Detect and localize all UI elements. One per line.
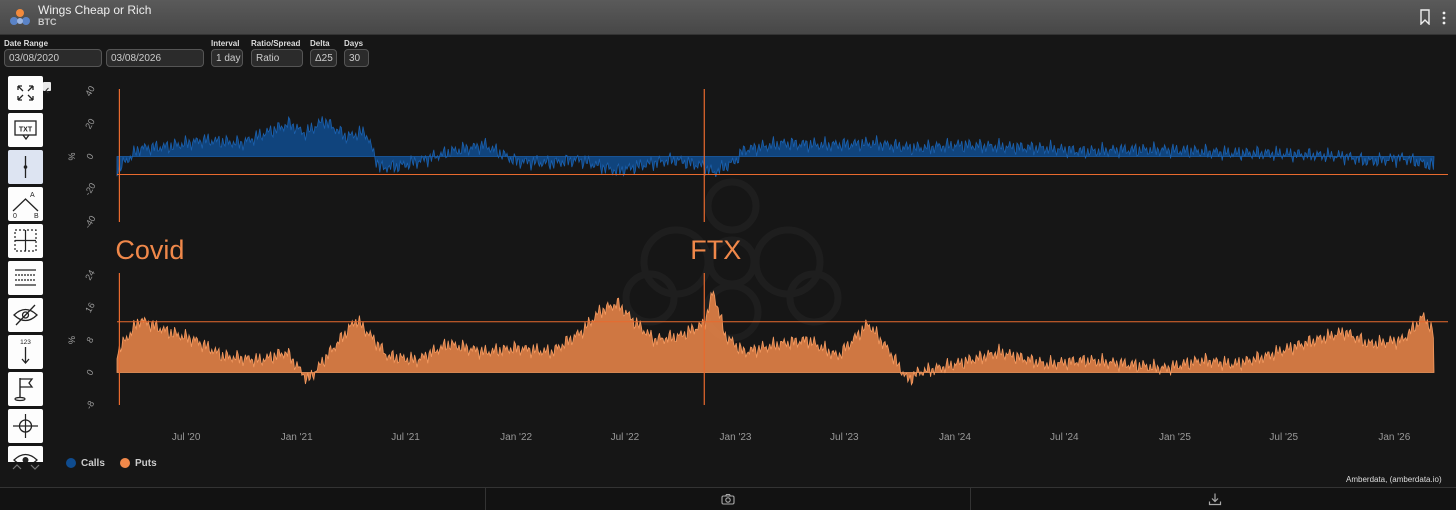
angle-measure-tool[interactable]: A 0 B bbox=[8, 187, 43, 221]
table-lines-icon bbox=[15, 269, 36, 286]
footer-divider bbox=[485, 488, 486, 510]
calls-area-series bbox=[116, 115, 1435, 177]
puts-y-axis-label: % bbox=[67, 336, 77, 344]
text-annotation-icon: TXT bbox=[14, 120, 37, 141]
calls-y-tick-label: -20 bbox=[82, 181, 97, 197]
puts-area-series bbox=[116, 290, 1435, 386]
x-tick-label: Jan '24 bbox=[939, 432, 971, 443]
footer-divider bbox=[970, 488, 971, 510]
fullscreen-tool[interactable] bbox=[8, 76, 43, 110]
days-label: Days bbox=[344, 39, 364, 48]
flag-icon bbox=[14, 378, 34, 402]
collapse-toolbar-button[interactable] bbox=[43, 82, 51, 94]
ratio-spread-select[interactable]: Ratio bbox=[251, 49, 303, 67]
puts-y-tick-label: -8 bbox=[84, 399, 97, 411]
x-tick-label: Jul '22 bbox=[611, 432, 640, 443]
x-tick-label: Jul '20 bbox=[172, 432, 201, 443]
puts-legend-label[interactable]: Puts bbox=[135, 458, 157, 469]
days-select[interactable]: 30 bbox=[344, 49, 369, 67]
puts-y-tick-label: 0 bbox=[84, 368, 95, 377]
x-tick-label: Jan '25 bbox=[1159, 432, 1191, 443]
number-arrow-icon: 123 bbox=[20, 339, 31, 364]
ratio-spread-label: Ratio/Spread bbox=[251, 39, 301, 48]
eye-icon bbox=[13, 453, 38, 462]
calls-y-tick-label: 40 bbox=[83, 84, 97, 98]
more-menu-icon[interactable] bbox=[1442, 10, 1446, 26]
fullscreen-icon bbox=[17, 85, 34, 101]
crosshair-grid-icon bbox=[14, 229, 37, 252]
x-tick-label: Jul '23 bbox=[830, 432, 859, 443]
x-tick-label: Jan '23 bbox=[720, 432, 752, 443]
calls-y-tick-label: -40 bbox=[82, 214, 97, 230]
angle-measure-icon: A 0 B bbox=[12, 192, 39, 220]
delta-label: Delta bbox=[310, 39, 330, 48]
vertical-line-tool[interactable] bbox=[8, 150, 43, 184]
x-tick-label: Jul '25 bbox=[1269, 432, 1298, 443]
x-tick-label: Jan '21 bbox=[281, 432, 313, 443]
move-crosshair-tool[interactable] bbox=[8, 409, 43, 443]
eye-tool[interactable] bbox=[8, 446, 43, 462]
data-source-credit: Amberdata, (amberdata.io) bbox=[1346, 475, 1442, 484]
text-annotation-tool[interactable]: TXT bbox=[8, 113, 43, 147]
table-lines-tool[interactable] bbox=[8, 261, 43, 295]
move-crosshair-icon bbox=[13, 414, 38, 438]
calls-y-tick-label: 20 bbox=[83, 117, 97, 131]
calls-y-axis-label: % bbox=[67, 152, 77, 160]
footer-bar bbox=[0, 487, 1456, 510]
flag-tool[interactable] bbox=[8, 372, 43, 406]
camera-icon[interactable] bbox=[721, 492, 735, 506]
scroll-down-icon bbox=[30, 464, 40, 470]
bookmark-icon[interactable] bbox=[1419, 9, 1431, 25]
calls-panel: % 40 20 0 -20 -40 bbox=[67, 84, 1448, 230]
svg-text:B: B bbox=[34, 213, 39, 220]
x-axis: Jul '20 Jan '21 Jul '21 Jan '22 Jul '22 Jan '… bbox=[172, 432, 1411, 443]
hide-drawings-tool[interactable] bbox=[8, 298, 43, 332]
event-annotations: Covid FTX bbox=[115, 89, 741, 405]
annotation-label: Covid bbox=[115, 235, 184, 265]
calls-y-tick-label: 0 bbox=[84, 152, 95, 161]
svg-text:0: 0 bbox=[13, 213, 17, 220]
title-bar: Wings Cheap or Rich BTC bbox=[0, 0, 1456, 35]
interval-label: Interval bbox=[211, 39, 240, 48]
amberdata-logo-icon bbox=[10, 9, 30, 25]
x-tick-label: Jul '21 bbox=[391, 432, 420, 443]
chevron-left-icon bbox=[45, 87, 49, 94]
calls-legend-label[interactable]: Calls bbox=[81, 458, 105, 469]
drawing-toolbar: TXT A 0 B 123 bbox=[8, 76, 43, 462]
svg-text:123: 123 bbox=[20, 339, 31, 346]
annotation-label: FTX bbox=[690, 235, 741, 265]
hide-eye-icon bbox=[13, 304, 38, 326]
window-title: Wings Cheap or Rich bbox=[38, 3, 152, 17]
delta-select[interactable]: Δ25 bbox=[310, 49, 337, 67]
interval-select[interactable]: 1 day bbox=[211, 49, 243, 67]
number-arrow-tool[interactable]: 123 bbox=[8, 335, 43, 369]
x-tick-label: Jan '22 bbox=[500, 432, 532, 443]
calls-legend-marker[interactable] bbox=[66, 458, 76, 468]
x-tick-label: Jul '24 bbox=[1050, 432, 1079, 443]
crosshair-grid-tool[interactable] bbox=[8, 224, 43, 258]
svg-text:A: A bbox=[30, 192, 35, 199]
end-date-input[interactable]: 03/08/2026 bbox=[106, 49, 204, 67]
svg-text:TXT: TXT bbox=[19, 127, 33, 134]
start-date-input[interactable]: 03/08/2020 bbox=[4, 49, 102, 67]
date-range-label: Date Range bbox=[4, 39, 49, 48]
asset-subtitle: BTC bbox=[38, 17, 57, 27]
vertical-line-icon bbox=[23, 156, 28, 178]
puts-y-tick-label: 8 bbox=[84, 335, 95, 344]
puts-y-tick-label: 24 bbox=[83, 268, 97, 282]
x-tick-label: Jan '26 bbox=[1378, 432, 1410, 443]
puts-y-tick-label: 16 bbox=[83, 301, 97, 315]
download-icon[interactable] bbox=[1208, 492, 1222, 506]
scroll-up-icon bbox=[12, 464, 22, 470]
toolbar-scroll-arrows[interactable] bbox=[10, 462, 44, 472]
puts-legend-marker[interactable] bbox=[120, 458, 130, 468]
puts-panel: % 24 16 8 0 -8 bbox=[67, 268, 1448, 411]
